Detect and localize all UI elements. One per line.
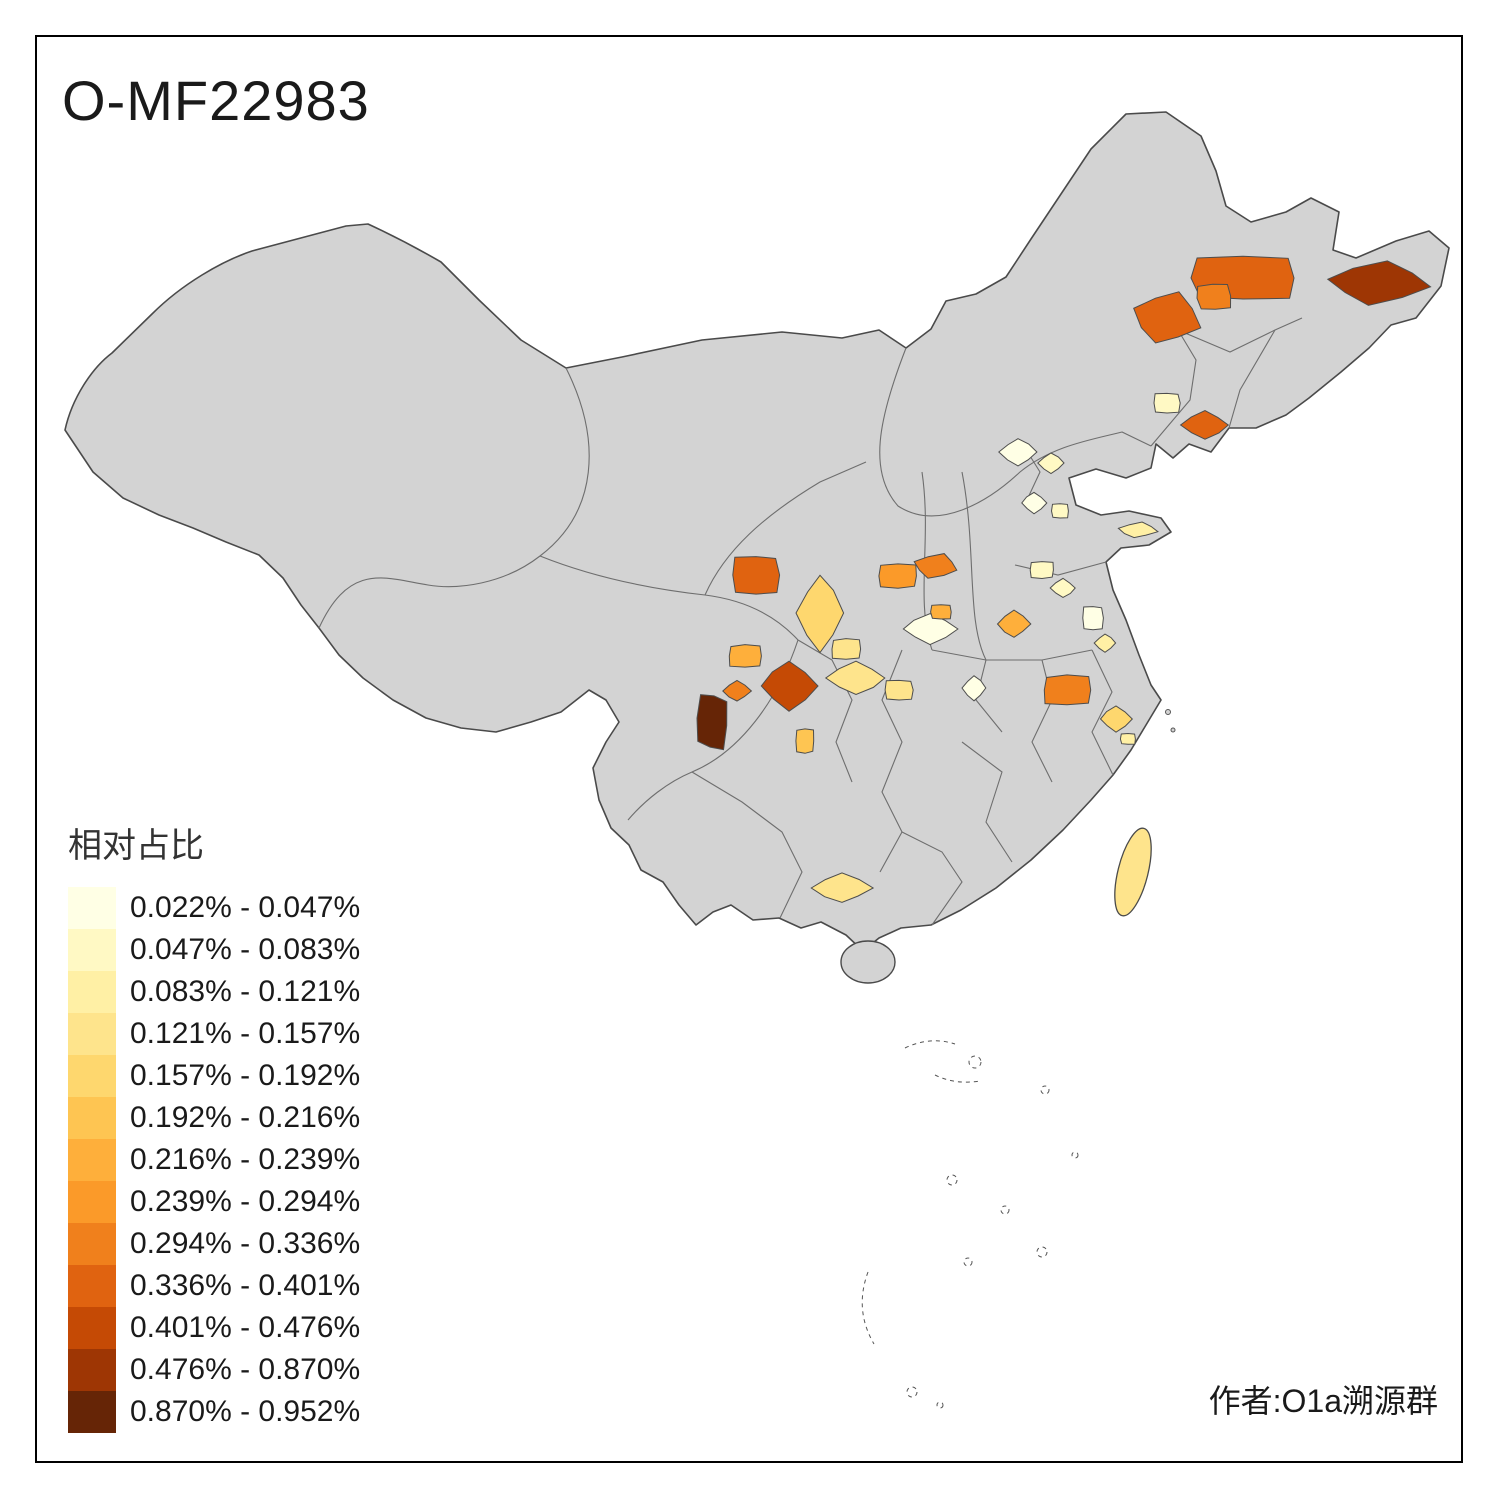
legend-swatch (68, 1055, 116, 1097)
legend-item: 0.294% - 0.336% (68, 1223, 360, 1265)
legend-label: 0.192% - 0.216% (130, 1101, 361, 1134)
legend-label: 0.083% - 0.121% (130, 975, 361, 1008)
map-region (1021, 491, 1048, 515)
map-region (913, 553, 958, 579)
legend-label: 0.157% - 0.192% (130, 1059, 361, 1092)
legend-item: 0.022% - 0.047% (68, 887, 360, 929)
legend-item: 0.239% - 0.294% (68, 1181, 360, 1223)
map-region (728, 644, 762, 668)
map-region (1029, 561, 1054, 580)
legend-item: 0.336% - 0.401% (68, 1265, 360, 1307)
taiwan-island (1114, 827, 1152, 917)
legend-item: 0.192% - 0.216% (68, 1097, 360, 1139)
map-region (1117, 521, 1159, 539)
legend-item: 0.476% - 0.870% (68, 1349, 360, 1391)
legend-swatch (68, 1139, 116, 1181)
map-region (961, 675, 987, 702)
map-region (1179, 410, 1230, 440)
legend-label: 0.294% - 0.336% (130, 1227, 361, 1260)
legend-items: 0.022% - 0.047% 0.047% - 0.083% 0.083% - 0… (68, 887, 360, 1433)
legend-label: 0.022% - 0.047% (130, 891, 361, 924)
legend-swatch (68, 1097, 116, 1139)
legend-item: 0.083% - 0.121% (68, 971, 360, 1013)
map-region (1326, 260, 1432, 306)
map-region (831, 638, 862, 660)
map-region (884, 679, 914, 701)
legend-item: 0.157% - 0.192% (68, 1055, 360, 1097)
legend-item: 0.216% - 0.239% (68, 1139, 360, 1181)
legend-title: 相对占比 (68, 827, 204, 865)
legend-item: 0.401% - 0.476% (68, 1307, 360, 1349)
map-region (1119, 732, 1136, 745)
map-region (1153, 392, 1181, 414)
legend-label: 0.121% - 0.157% (130, 1017, 361, 1050)
legend-swatch (68, 1307, 116, 1349)
legend-swatch (68, 1013, 116, 1055)
mainland-outline (64, 111, 1450, 952)
legend-label: 0.870% - 0.952% (130, 1395, 361, 1428)
map-region (1133, 291, 1202, 344)
page-title: O-MF22983 (62, 69, 370, 132)
map-region (1093, 633, 1117, 653)
south-china-sea-islands (861, 1040, 1079, 1409)
region-layer (696, 255, 1432, 903)
map-region (760, 660, 819, 712)
map-region (1196, 283, 1232, 310)
legend-swatch (68, 1391, 116, 1433)
legend-item: 0.121% - 0.157% (68, 1013, 360, 1055)
legend-swatch (68, 887, 116, 929)
legend: 相对占比 0.022% - 0.047% 0.047% - 0.083% 0.083… (68, 818, 360, 1433)
map-region (722, 679, 753, 702)
legend-swatch (68, 1223, 116, 1265)
legend-swatch (68, 1349, 116, 1391)
map-region (998, 438, 1038, 467)
map-region (1043, 674, 1092, 706)
map-region (1037, 452, 1065, 475)
coastal-islets (1165, 709, 1176, 733)
map-region (1082, 606, 1104, 631)
map-region (824, 660, 886, 696)
map-region (696, 694, 728, 751)
map-region (1049, 577, 1076, 598)
hainan-island (840, 940, 896, 984)
map-region (878, 563, 917, 589)
map-region (1099, 705, 1134, 733)
legend-item: 0.870% - 0.952% (68, 1391, 360, 1433)
legend-label: 0.336% - 0.401% (130, 1269, 361, 1302)
legend-label: 0.239% - 0.294% (130, 1185, 361, 1218)
map-region (810, 872, 875, 903)
legend-label: 0.401% - 0.476% (130, 1311, 361, 1344)
legend-swatch (68, 971, 116, 1013)
legend-swatch (68, 1181, 116, 1223)
map-region (795, 574, 845, 654)
map-region (996, 609, 1032, 638)
legend-swatch (68, 1265, 116, 1307)
map-region (1050, 503, 1069, 519)
legend-item: 0.047% - 0.083% (68, 929, 360, 971)
legend-label: 0.476% - 0.870% (130, 1353, 361, 1386)
legend-label: 0.216% - 0.239% (130, 1143, 361, 1176)
map-region (930, 604, 952, 620)
credit-text: 作者:O1a溯源群 (1208, 1383, 1438, 1419)
map-region (795, 728, 815, 754)
legend-label: 0.047% - 0.083% (130, 933, 361, 966)
legend-swatch (68, 929, 116, 971)
map-region (732, 556, 781, 595)
